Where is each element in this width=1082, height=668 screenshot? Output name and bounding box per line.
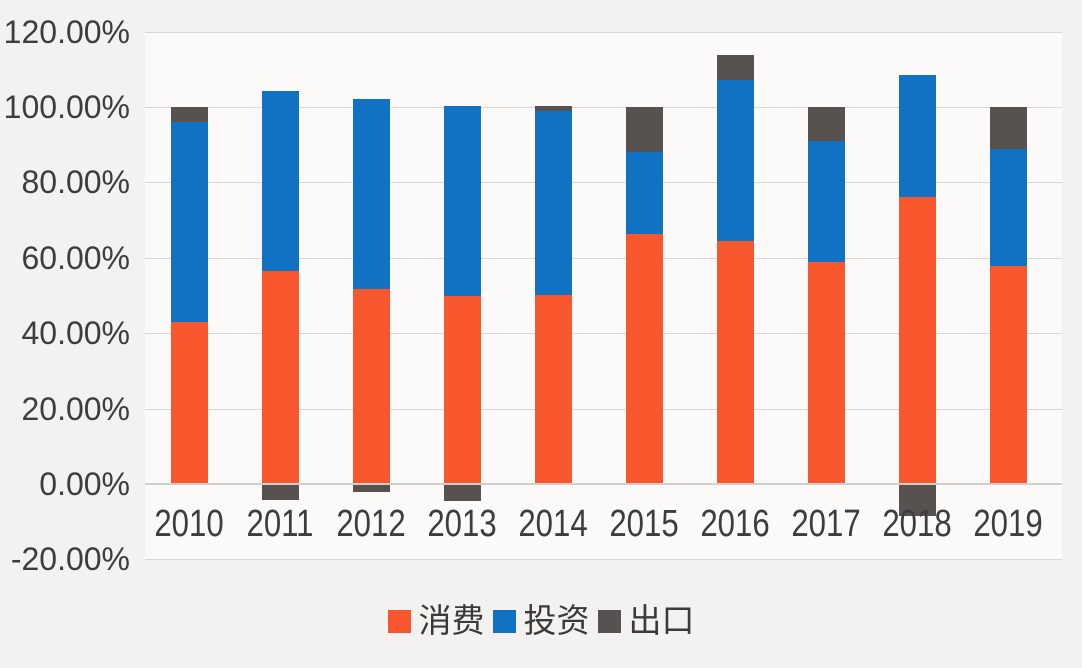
x-tick-label: 2016	[700, 503, 770, 545]
y-tick-label: -20.00%	[10, 541, 130, 577]
bar-segment-investment	[717, 80, 754, 241]
gridline	[145, 32, 1062, 33]
bar-segment-export	[717, 54, 754, 81]
gridline	[145, 182, 1062, 183]
bar-segment-investment	[171, 122, 208, 322]
y-tick-label: 120.00%	[3, 14, 130, 50]
bar-segment-investment	[808, 141, 845, 263]
bar-segment-consumption	[444, 296, 481, 484]
bar-segment-consumption	[808, 262, 845, 484]
gridline	[145, 559, 1062, 560]
bar-segment-export	[626, 107, 663, 153]
x-tick-label: 2018	[882, 503, 952, 545]
gridline	[145, 333, 1062, 334]
gridline	[145, 107, 1062, 108]
investment-swatch-icon	[492, 609, 516, 633]
legend-item-export: 出口	[597, 601, 695, 641]
y-tick-label: 40.00%	[21, 315, 130, 351]
gridline	[145, 409, 1062, 410]
y-tick-label: 60.00%	[21, 240, 130, 276]
y-tick-label: 0.00%	[39, 466, 130, 502]
bar-segment-export	[171, 107, 208, 123]
legend-label-investment: 投资	[523, 602, 590, 639]
gridline	[145, 258, 1062, 259]
bar-segment-export	[899, 484, 936, 517]
consumption-swatch-icon	[387, 609, 411, 633]
bar-segment-consumption	[626, 233, 663, 484]
bar-segment-export	[990, 107, 1027, 149]
bar-segment-export	[444, 484, 481, 501]
x-tick-label: 2011	[246, 503, 314, 545]
y-tick-label: 20.00%	[21, 391, 130, 427]
x-tick-label: 2017	[791, 503, 861, 545]
legend: 消费 投资 出口	[0, 598, 1082, 644]
bar-segment-investment	[626, 152, 663, 234]
bar-segment-consumption	[353, 288, 390, 484]
legend-label-consumption: 消费	[418, 602, 485, 639]
bar-segment-export	[535, 105, 572, 111]
zero-axis-line	[145, 483, 1062, 485]
bar-segment-investment	[444, 105, 481, 297]
bar-segment-investment	[353, 98, 390, 289]
bar-segment-consumption	[990, 266, 1027, 484]
legend-label-export: 出口	[628, 602, 695, 639]
x-tick-label: 2013	[427, 503, 497, 545]
bar-segment-investment	[990, 148, 1027, 267]
bar-segment-investment	[535, 110, 572, 295]
bar-segment-consumption	[717, 240, 754, 484]
bar-segment-consumption	[262, 271, 299, 484]
bar-segment-investment	[262, 91, 299, 272]
bar-segment-export	[353, 484, 390, 493]
bar-segment-investment	[899, 74, 936, 197]
bar-segment-export	[808, 107, 845, 142]
export-swatch-icon	[597, 609, 621, 633]
x-tick-label: 2015	[609, 503, 679, 545]
bar-segment-consumption	[535, 294, 572, 484]
y-tick-label: 100.00%	[3, 89, 130, 125]
bar-segment-consumption	[171, 321, 208, 484]
x-tick-label: 2019	[973, 503, 1043, 545]
legend-item-investment: 投资	[492, 601, 590, 641]
legend-item-consumption: 消费	[387, 601, 485, 641]
x-tick-label: 2014	[518, 503, 588, 545]
bar-segment-export	[262, 484, 299, 500]
y-tick-label: 80.00%	[21, 164, 130, 200]
x-tick-label: 2010	[154, 503, 224, 545]
bar-segment-consumption	[899, 196, 936, 484]
x-tick-label: 2012	[336, 503, 406, 545]
